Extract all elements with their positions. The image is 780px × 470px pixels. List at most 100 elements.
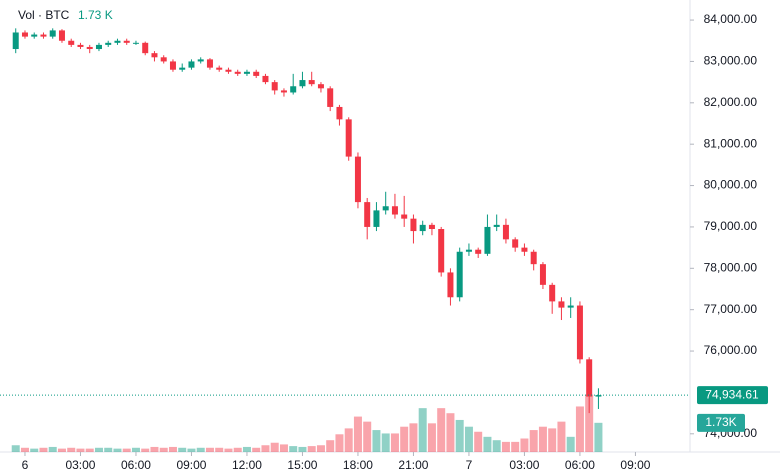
- candle-body: [253, 71, 260, 76]
- volume-bar: [20, 447, 29, 452]
- candle-body: [308, 80, 315, 85]
- volume-legend-value: 1.73 K: [78, 8, 113, 22]
- x-tick-label: 09:00: [176, 458, 206, 470]
- y-tick-label: 80,000.00: [704, 178, 758, 192]
- volume-bar: [566, 436, 575, 452]
- candle-body: [49, 30, 56, 37]
- candle-body: [31, 34, 38, 37]
- volume-bar: [289, 446, 298, 452]
- volume-bar: [76, 448, 85, 452]
- candle-body: [95, 44, 102, 50]
- volume-legend: Vol · BTC: [18, 8, 70, 22]
- volume-bar: [141, 448, 150, 452]
- volume-bar: [178, 447, 187, 452]
- candle-body: [21, 32, 28, 37]
- y-tick-label: 81,000.00: [704, 136, 758, 150]
- candle-body: [216, 67, 223, 70]
- candle-body: [77, 44, 84, 47]
- candle-body: [447, 272, 454, 298]
- candle-body: [327, 88, 334, 107]
- volume-bar: [446, 413, 455, 452]
- x-tick-label: 03:00: [509, 458, 539, 470]
- volume-bar: [113, 448, 122, 452]
- volume-bars: [11, 394, 603, 452]
- volume-bar: [122, 448, 131, 452]
- candle-body: [419, 224, 426, 232]
- volume-bar: [427, 423, 436, 452]
- candle-body: [558, 301, 565, 308]
- candle-body: [243, 71, 250, 74]
- candle-body: [493, 224, 500, 227]
- candle-body: [512, 239, 519, 248]
- volume-bar: [215, 447, 224, 452]
- y-tick-label: 83,000.00: [704, 54, 758, 68]
- candle-body: [68, 40, 75, 45]
- candle-body: [12, 32, 19, 50]
- volume-bar: [205, 447, 214, 452]
- volume-bar: [187, 448, 196, 452]
- volume-bar: [57, 448, 66, 452]
- candle-body: [169, 61, 176, 70]
- x-tick-label: 6: [22, 458, 29, 470]
- candle-body: [475, 249, 482, 254]
- volume-bar: [557, 421, 566, 452]
- last-volume-label: 1.73K: [705, 415, 736, 429]
- x-tick-label: 12:00: [232, 458, 262, 470]
- y-tick-label: 82,000.00: [704, 95, 758, 109]
- x-tick-label: 15:00: [287, 458, 317, 470]
- volume-bar: [501, 441, 510, 452]
- candle-body: [336, 106, 343, 120]
- volume-bar: [326, 440, 335, 452]
- volume-bar: [67, 447, 76, 452]
- volume-bar: [363, 421, 372, 452]
- candle-body: [197, 59, 204, 62]
- volume-bar: [409, 423, 418, 452]
- volume-bar: [168, 446, 177, 452]
- candle-body: [86, 46, 93, 50]
- candle-body: [58, 30, 65, 41]
- labels: 74,934.61 1.73K: [0, 386, 768, 432]
- x-tick-label: 09:00: [620, 458, 650, 470]
- candle-body: [114, 40, 121, 43]
- candle-body: [502, 224, 509, 240]
- candle-body: [160, 57, 167, 62]
- candle-body: [188, 61, 195, 68]
- candle-body: [105, 42, 112, 45]
- candle-body: [401, 214, 408, 219]
- candle-body: [40, 34, 47, 37]
- volume-bar: [455, 419, 464, 452]
- volume-bar: [298, 446, 307, 452]
- y-tick-label: 77,000.00: [704, 302, 758, 316]
- candles: [12, 28, 602, 414]
- volume-bar: [39, 447, 48, 452]
- candle-body: [206, 59, 213, 68]
- volume-bar: [390, 433, 399, 452]
- volume-bar: [30, 448, 39, 452]
- x-tick-label: 21:00: [398, 458, 428, 470]
- ticks: 84,000.00 83,000.00 82,000.00 81,000.00 80,0…: [22, 12, 758, 470]
- candle-body: [539, 264, 546, 285]
- volume-bar: [400, 426, 409, 452]
- candle-body: [576, 305, 583, 360]
- candle-body: [465, 249, 472, 252]
- candle-body: [382, 206, 389, 211]
- candle-body: [410, 218, 417, 232]
- volume-bar: [520, 438, 529, 452]
- candle-body: [484, 226, 491, 254]
- volume-bar: [372, 430, 381, 452]
- x-tick-label: 06:00: [121, 458, 151, 470]
- candle-body: [586, 359, 593, 397]
- volume-bar: [279, 444, 288, 452]
- candle-body: [299, 80, 306, 87]
- volume-bar: [196, 447, 205, 452]
- candle-body: [456, 251, 463, 298]
- candle-body: [225, 69, 232, 72]
- volume-bar: [344, 428, 353, 452]
- x-tick-label: 06:00: [565, 458, 595, 470]
- y-tick-label: 76,000.00: [704, 343, 758, 357]
- volume-bar: [94, 447, 103, 452]
- candle-body: [271, 82, 278, 91]
- candle-body: [234, 71, 241, 74]
- candle-body: [179, 67, 186, 70]
